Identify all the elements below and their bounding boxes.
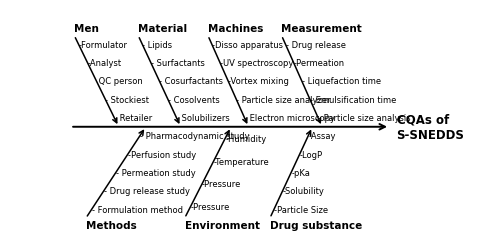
Text: - Pharmacodynamic study: - Pharmacodynamic study — [140, 132, 250, 141]
Text: - Drug release study: - Drug release study — [104, 187, 190, 196]
Text: - Retailer: - Retailer — [114, 114, 152, 123]
Text: -UV spectroscopy: -UV spectroscopy — [220, 59, 294, 68]
Text: - Liquefaction time: - Liquefaction time — [302, 77, 381, 86]
Text: -Assay: -Assay — [308, 132, 336, 141]
Text: Men: Men — [74, 24, 99, 34]
Text: -Temperature: -Temperature — [214, 157, 270, 166]
Text: - Formulation method: - Formulation method — [92, 205, 183, 214]
Text: -Formulator: -Formulator — [78, 41, 128, 50]
Text: -Perfusion study: -Perfusion study — [128, 150, 196, 159]
Text: - Cosurfactants: - Cosurfactants — [160, 77, 224, 86]
Text: Methods: Methods — [86, 220, 136, 230]
Text: - Stockiest: - Stockiest — [106, 96, 150, 104]
Text: -Vortex mixing: -Vortex mixing — [228, 77, 289, 86]
Text: - Surfactants: - Surfactants — [151, 59, 204, 68]
Text: -Pressure: -Pressure — [190, 203, 230, 211]
Text: - Particle size analyzer: - Particle size analyzer — [236, 96, 331, 104]
Text: -Permeation: -Permeation — [294, 59, 345, 68]
Text: Machines: Machines — [208, 24, 263, 34]
Text: -Analyst: -Analyst — [88, 59, 122, 68]
Text: -LogP: -LogP — [300, 150, 323, 159]
Text: QC person: QC person — [96, 77, 143, 86]
Text: Drug substance: Drug substance — [270, 220, 362, 230]
Text: - Permeation study: - Permeation study — [116, 168, 196, 177]
Text: - Cosolvents: - Cosolvents — [168, 96, 220, 104]
Text: -Solubility: -Solubility — [282, 187, 325, 196]
Text: - Particle size analysis: - Particle size analysis — [318, 114, 410, 123]
Text: -pKa: -pKa — [291, 168, 310, 177]
Text: -Disso apparatus: -Disso apparatus — [212, 41, 283, 50]
Text: - Electron microscopy: - Electron microscopy — [244, 114, 336, 123]
Text: - Drug release: - Drug release — [286, 41, 346, 50]
Text: -Humidity: -Humidity — [225, 134, 266, 143]
Text: -Particle Size: -Particle Size — [274, 205, 328, 214]
Text: - Solubilizers: - Solubilizers — [176, 114, 230, 123]
Text: -Pressure: -Pressure — [202, 180, 241, 189]
Text: Measurement: Measurement — [282, 24, 362, 34]
Text: Environment: Environment — [184, 220, 260, 230]
Text: Material: Material — [138, 24, 187, 34]
Text: - Lipids: - Lipids — [142, 41, 172, 50]
Text: - Emulsification time: - Emulsification time — [310, 96, 396, 104]
Text: CQAs of
S-SNEDDS: CQAs of S-SNEDDS — [396, 113, 464, 141]
